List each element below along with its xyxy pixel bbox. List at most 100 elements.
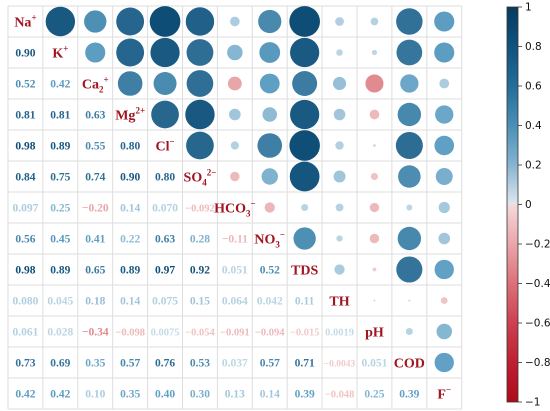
variable-label: COD bbox=[394, 357, 425, 372]
correlation-value: 0.98 bbox=[15, 141, 35, 153]
correlation-circle bbox=[117, 71, 143, 96]
variable-label: NO3− bbox=[254, 230, 285, 250]
correlation-value: 0.42 bbox=[50, 79, 70, 91]
correlation-circle bbox=[257, 133, 283, 158]
correlation-circle bbox=[289, 161, 320, 192]
correlation-circle bbox=[369, 109, 380, 120]
correlation-value: −0.11 bbox=[222, 234, 248, 246]
correlation-circle bbox=[408, 299, 411, 302]
correlation-value: 0.75 bbox=[50, 172, 70, 184]
correlation-value: 0.0075 bbox=[151, 328, 180, 339]
correlation-value: −0.094 bbox=[255, 328, 285, 339]
correlation-value: 0.42 bbox=[15, 389, 35, 401]
correlation-value: 0.045 bbox=[47, 296, 73, 308]
correlation-circle bbox=[333, 170, 346, 183]
correlation-circle bbox=[151, 100, 179, 129]
correlation-value: 0.037 bbox=[222, 358, 248, 370]
correlation-value: 0.81 bbox=[15, 110, 35, 122]
correlation-value: 0.0019 bbox=[325, 328, 354, 339]
correlation-value: 0.81 bbox=[50, 110, 70, 122]
correlation-value: 0.28 bbox=[190, 234, 210, 246]
correlation-circle bbox=[230, 16, 240, 27]
correlation-circle bbox=[434, 352, 454, 373]
correlation-circle bbox=[371, 49, 378, 56]
correlation-value: 0.76 bbox=[155, 358, 175, 370]
correlation-circle bbox=[369, 233, 380, 244]
correlation-value: 0.97 bbox=[155, 265, 175, 277]
correlation-circle bbox=[373, 299, 376, 302]
correlation-circle bbox=[438, 232, 451, 245]
correlation-circle bbox=[185, 7, 215, 36]
correlation-circle bbox=[84, 10, 107, 33]
correlation-circle bbox=[435, 105, 454, 124]
correlation-circle bbox=[85, 42, 106, 63]
correlation-circle bbox=[227, 76, 242, 91]
correlation-value: 0.14 bbox=[260, 389, 280, 401]
correlation-circle bbox=[230, 171, 240, 182]
correlation-circle bbox=[258, 9, 282, 34]
correlation-value: 0.55 bbox=[85, 141, 105, 153]
correlation-value: −0.091 bbox=[220, 328, 250, 339]
correlation-circle bbox=[229, 108, 241, 121]
correlation-value: 0.90 bbox=[15, 48, 35, 60]
correlation-value: 0.11 bbox=[295, 296, 315, 308]
correlation-value: 0.35 bbox=[120, 389, 140, 401]
correlation-circle bbox=[397, 226, 422, 251]
variable-label: TH bbox=[329, 295, 349, 310]
variable-label: TDS bbox=[291, 264, 318, 279]
colorbar-tick-label: −0.6 bbox=[525, 318, 550, 330]
correlation-value: 0.89 bbox=[50, 141, 70, 153]
correlation-value: 0.84 bbox=[15, 172, 35, 184]
correlation-circle bbox=[259, 73, 280, 94]
correlation-value: 0.52 bbox=[15, 79, 35, 91]
correlation-circle bbox=[290, 99, 320, 130]
correlation-circle bbox=[264, 202, 275, 213]
correlation-value: 0.35 bbox=[85, 358, 105, 370]
correlation-value: 0.075 bbox=[152, 296, 178, 308]
correlation-circle bbox=[186, 39, 214, 66]
correlation-value: 0.14 bbox=[120, 203, 140, 215]
variable-label: K+ bbox=[52, 44, 68, 62]
correlation-value: 0.57 bbox=[120, 358, 140, 370]
correlation-circle bbox=[438, 201, 450, 214]
correlation-value: 0.18 bbox=[85, 296, 105, 308]
correlation-circle bbox=[434, 259, 454, 280]
correlation-circle bbox=[434, 42, 455, 63]
correlation-value: 0.89 bbox=[50, 265, 70, 277]
correlation-circle bbox=[116, 38, 145, 67]
correlation-circle bbox=[396, 256, 423, 283]
correlation-value: 0.92 bbox=[190, 265, 210, 277]
correlation-value: 0.22 bbox=[120, 234, 140, 246]
correlation-circle bbox=[227, 44, 243, 61]
variable-label: Cl− bbox=[155, 137, 174, 155]
colorbar-tick-label: 0.2 bbox=[525, 160, 542, 172]
correlation-circle bbox=[333, 108, 346, 121]
colorbar-tick-label: 1 bbox=[525, 2, 532, 14]
correlation-circle bbox=[185, 99, 215, 130]
correlation-value: 0.042 bbox=[257, 296, 283, 308]
variable-label: pH bbox=[365, 326, 384, 341]
variable-label: SO42− bbox=[184, 168, 217, 188]
correlation-circle bbox=[370, 17, 379, 26]
correlation-circle bbox=[334, 264, 345, 275]
correlation-circle bbox=[335, 203, 344, 212]
correlation-circle bbox=[292, 71, 318, 96]
correlation-value: −0.015 bbox=[290, 328, 320, 339]
correlation-value: −0.34 bbox=[82, 327, 109, 339]
correlation-value: 0.064 bbox=[222, 296, 248, 308]
colorbar-tick-label: −0.2 bbox=[525, 239, 550, 251]
correlation-value: −0.048 bbox=[325, 390, 355, 401]
correlation-circle bbox=[301, 204, 309, 211]
colorbar-gradient bbox=[506, 6, 519, 403]
correlation-value: 0.41 bbox=[85, 234, 105, 246]
correlation-value: 0.73 bbox=[15, 358, 35, 370]
correlation-value: 0.39 bbox=[399, 389, 419, 401]
correlation-circle bbox=[434, 135, 455, 156]
correlation-value: 0.10 bbox=[85, 389, 105, 401]
grid bbox=[7, 5, 463, 410]
correlation-circle bbox=[370, 172, 379, 181]
correlation-circle bbox=[186, 131, 214, 160]
correlation-circle bbox=[365, 74, 384, 93]
correlation-value: 0.74 bbox=[85, 172, 105, 184]
